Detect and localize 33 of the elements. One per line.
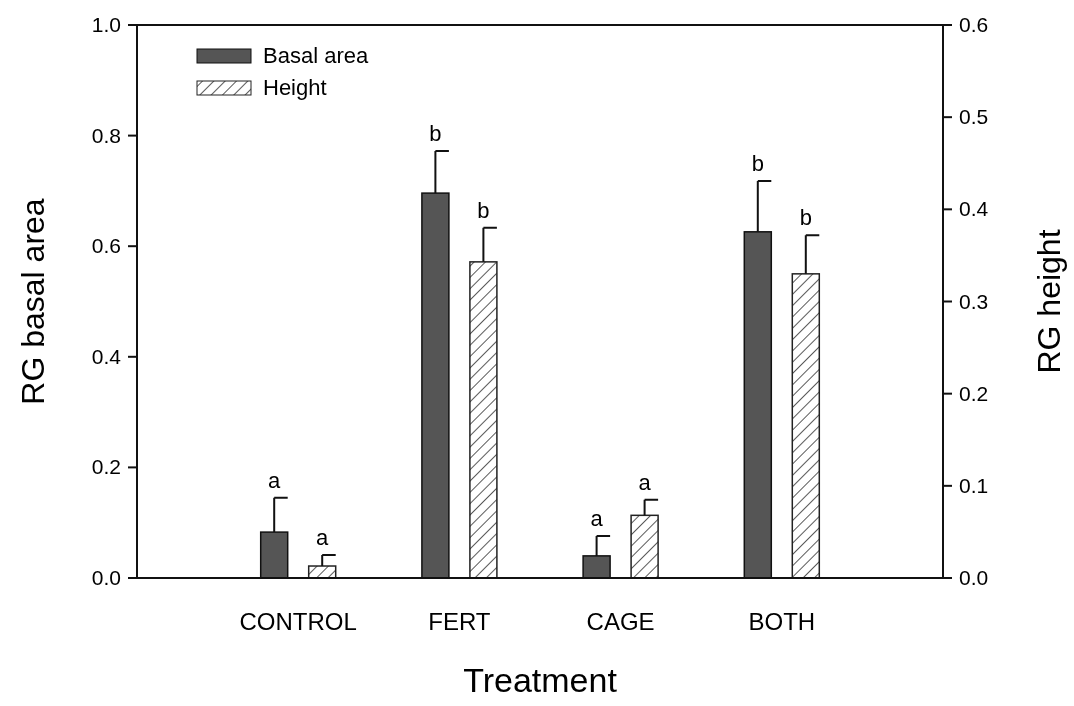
legend-label: Height (263, 75, 327, 100)
y2-tick-label: 0.1 (959, 473, 989, 497)
y2-tick-label: 0.2 (959, 381, 989, 405)
y-tick-label: 0.8 (91, 123, 121, 147)
bar (791, 273, 821, 579)
data-label: a (638, 469, 652, 495)
y-tick-label: 0.0 (91, 566, 121, 589)
x-tick-label: CONTROL (239, 608, 357, 635)
y2-tick-label: 0.6 (959, 13, 989, 36)
x-tick-label: CAGE (586, 608, 655, 635)
y-tick-label: 0.2 (91, 455, 121, 479)
legend-label: Basal area (263, 43, 369, 68)
x-tick-label: BOTH (748, 608, 816, 635)
data-label: a (316, 524, 330, 550)
y-tick-label: 1.0 (91, 13, 121, 36)
y2-tick-label: 0.4 (959, 197, 989, 221)
y-tick-label: 0.4 (91, 344, 122, 368)
y-axis-title: RG basal area (15, 198, 51, 405)
data-label: a (590, 505, 604, 531)
data-label: b (477, 197, 490, 223)
data-label: b (799, 205, 812, 231)
x-axis-title: Treatment (463, 661, 618, 699)
data-label: b (751, 150, 764, 176)
y-tick-label: 0.6 (91, 234, 121, 258)
data-label: b (429, 121, 442, 147)
bar (630, 514, 659, 579)
bar (469, 261, 498, 579)
data-label: a (268, 467, 282, 493)
y2-tick-label: 0.3 (959, 289, 989, 313)
y2-tick-label: 0.5 (959, 105, 989, 129)
x-tick-label: FERT (428, 608, 491, 635)
y2-axis-title: RG height (1031, 229, 1067, 374)
y2-tick-label: 0.0 (959, 566, 989, 589)
